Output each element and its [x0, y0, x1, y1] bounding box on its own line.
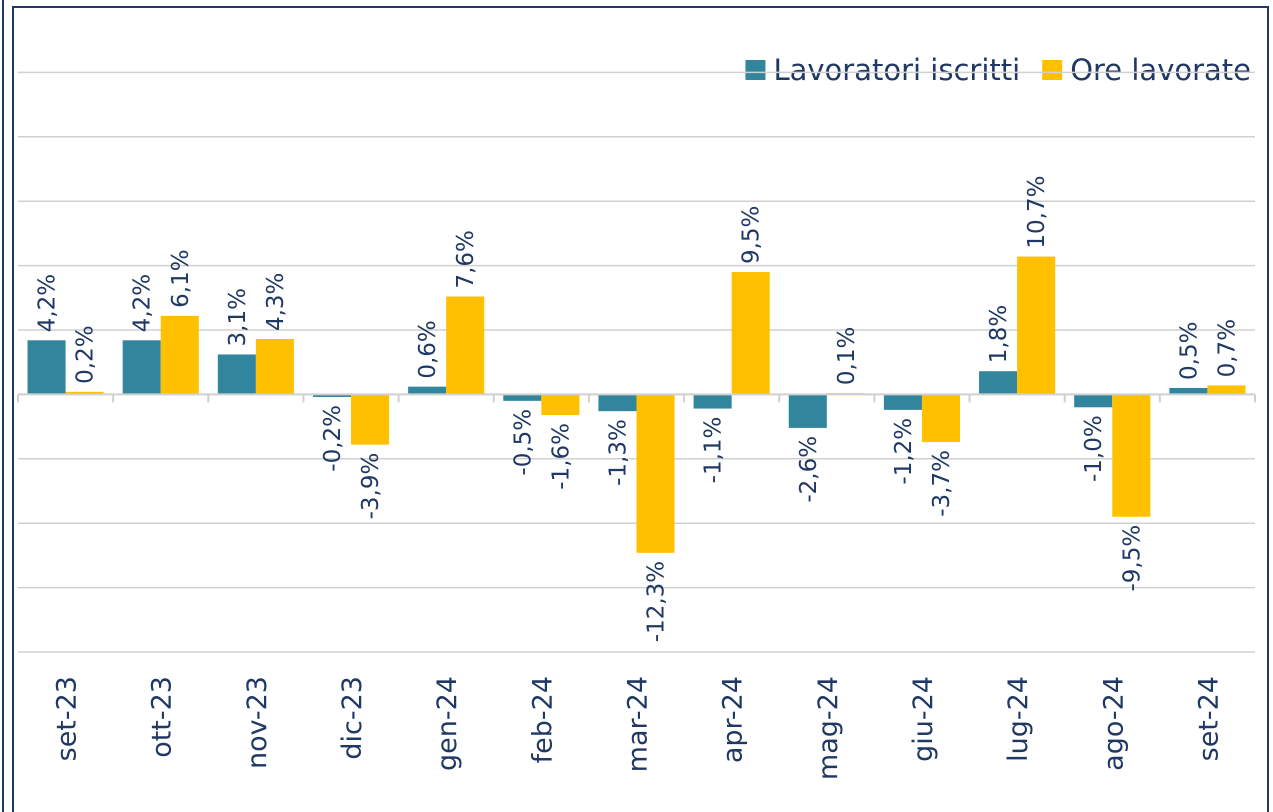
value-label: -2,6% — [796, 436, 822, 503]
x-tick-label: ago-24 — [1098, 676, 1129, 771]
value-label: 9,5% — [739, 206, 765, 264]
value-label: 0,1% — [834, 327, 860, 385]
legend-label: Lavoratori iscritti — [773, 53, 1020, 87]
x-tick-label: set-24 — [1193, 676, 1224, 761]
value-label: -3,7% — [929, 450, 955, 517]
bar — [541, 394, 580, 416]
bar — [979, 371, 1018, 395]
value-label: -1,2% — [891, 418, 917, 485]
bar — [1112, 394, 1151, 517]
bar — [122, 340, 161, 395]
x-tick-label: giu-24 — [908, 676, 939, 762]
bar — [446, 296, 485, 395]
bar — [788, 394, 827, 428]
value-label: 0,2% — [73, 325, 99, 383]
bar — [160, 315, 199, 395]
value-label: 4,2% — [35, 274, 61, 332]
value-label: 10,7% — [1024, 176, 1050, 249]
x-tick-label: feb-24 — [527, 676, 558, 763]
legend: Lavoratori iscritti Ore lavorate — [745, 53, 1251, 87]
x-tick-label: nov-23 — [242, 676, 273, 769]
value-label: -0,5% — [510, 409, 536, 476]
bar — [1169, 387, 1208, 395]
value-label: 0,6% — [415, 320, 441, 378]
value-label: -9,5% — [1119, 525, 1145, 592]
value-label: -1,1% — [701, 417, 727, 484]
value-label: -1,0% — [1081, 415, 1107, 482]
x-tick-label: dic-23 — [337, 676, 368, 760]
value-label: -0,2% — [320, 405, 346, 472]
bar — [693, 394, 732, 409]
value-label: -12,3% — [644, 561, 670, 642]
bar — [217, 354, 256, 395]
bar — [598, 394, 637, 412]
value-label: 4,2% — [130, 274, 156, 332]
bar — [255, 339, 294, 395]
value-label: 0,5% — [1176, 322, 1202, 380]
x-tick-label: ott-23 — [147, 676, 178, 758]
legend-label: Ore lavorate — [1070, 53, 1251, 87]
bar — [1207, 385, 1246, 395]
plot-frame — [12, 6, 1269, 812]
x-tick-label: set-23 — [52, 676, 83, 761]
bar — [65, 391, 104, 395]
value-label: 7,6% — [453, 230, 479, 288]
bar — [27, 340, 66, 395]
legend-swatch — [745, 60, 766, 80]
bar — [636, 394, 675, 553]
bar — [408, 386, 447, 395]
value-label: -3,9% — [358, 453, 384, 520]
x-tick-label: mag-24 — [813, 676, 844, 780]
value-label: 0,7% — [1214, 319, 1240, 377]
x-tick-label: apr-24 — [718, 676, 749, 763]
bar — [312, 394, 352, 397]
x-tick-label: lug-24 — [1003, 676, 1034, 762]
value-label: 6,1% — [168, 249, 194, 307]
value-label: 3,1% — [225, 288, 251, 346]
x-tick-label: mar-24 — [623, 676, 654, 772]
value-label: 1,8% — [986, 305, 1012, 363]
value-label: -1,6% — [548, 423, 574, 490]
bar — [351, 394, 390, 445]
bar — [1074, 394, 1113, 408]
legend-swatch — [1042, 60, 1063, 80]
bar — [921, 394, 961, 443]
value-label: -1,3% — [605, 419, 631, 486]
x-tick-label: gen-24 — [432, 676, 463, 771]
bar — [731, 272, 770, 395]
value-label: 4,3% — [263, 273, 289, 331]
bar — [883, 394, 922, 410]
bar — [1017, 256, 1056, 395]
bar — [503, 394, 542, 401]
